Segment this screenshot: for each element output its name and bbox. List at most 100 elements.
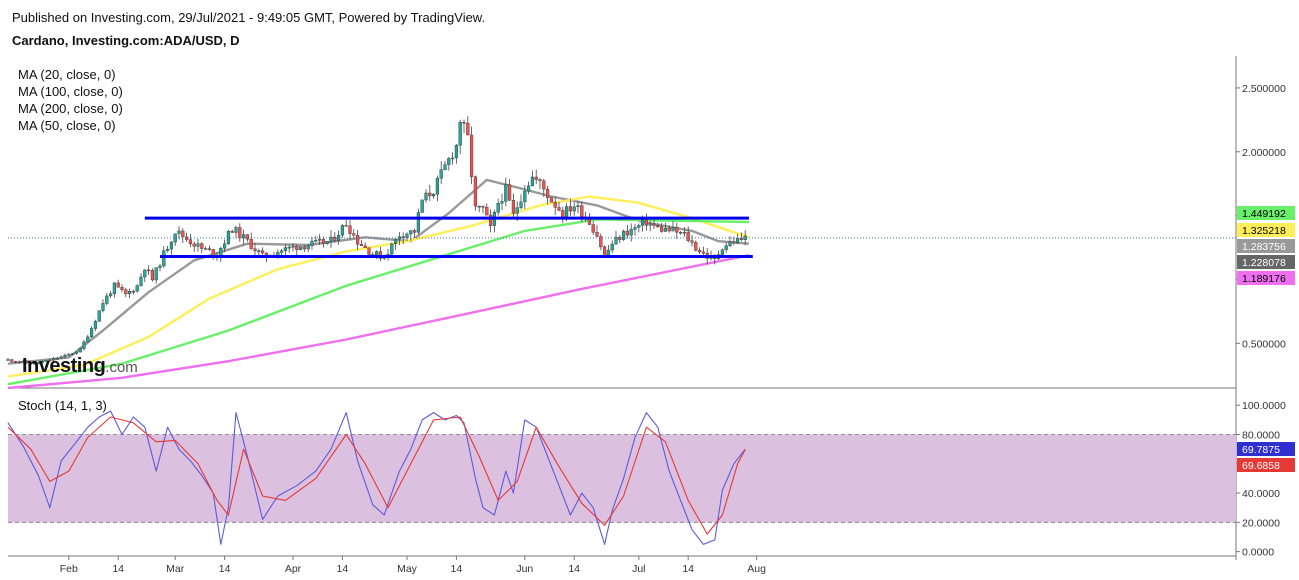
candle (21, 360, 25, 363)
ma-legend-item[interactable]: MA (200, close, 0) (18, 101, 123, 116)
candle (682, 231, 686, 234)
price-value-label-bg (1237, 271, 1295, 285)
price-value-label-bg (1237, 239, 1295, 253)
candle (162, 250, 166, 267)
candle (200, 243, 204, 249)
price-value-label: 1.228078 (1242, 257, 1286, 269)
candle (451, 157, 455, 160)
candle (257, 250, 261, 252)
candle (238, 227, 242, 239)
candle (420, 199, 424, 213)
candle (230, 230, 234, 233)
price-value-label: 1.449192 (1242, 208, 1286, 220)
stoch-value-label: 69.7875 (1242, 444, 1280, 456)
price-tick-label: 0.500000 (1242, 338, 1286, 350)
candle (603, 246, 607, 256)
candle (401, 236, 405, 238)
candle (329, 236, 333, 242)
candle (553, 201, 557, 208)
candle (728, 241, 732, 246)
candle (663, 227, 667, 232)
time-tick-label: Jul (632, 563, 645, 575)
candle (321, 239, 325, 244)
candle (306, 245, 310, 250)
published-note: Published on Investing.com, 29/Jul/2021 … (12, 10, 486, 25)
candle (485, 207, 489, 216)
time-tick-label: 14 (451, 563, 463, 575)
candle (226, 230, 230, 245)
symbol-title: Cardano, Investing.com:ADA/USD, D (12, 33, 240, 48)
candle (192, 243, 196, 247)
candle (542, 180, 546, 190)
candle (527, 185, 531, 192)
candle (241, 234, 246, 239)
stoch-tick-label: 0.0000 (1242, 547, 1274, 559)
stoch-tick-label: 20.0000 (1242, 517, 1280, 529)
candle (280, 250, 284, 253)
candle (595, 232, 599, 237)
candle (325, 241, 329, 244)
ma-legend-item[interactable]: MA (100, close, 0) (18, 84, 123, 99)
ma-legend-item[interactable]: MA (20, close, 0) (18, 67, 116, 82)
time-tick-label: Apr (285, 563, 302, 575)
candle (36, 362, 40, 365)
candle (302, 246, 306, 250)
candle (124, 289, 128, 295)
time-tick-label: 14 (219, 563, 231, 575)
candle (44, 359, 48, 362)
candle (409, 230, 413, 235)
candle (454, 145, 458, 159)
candle (291, 246, 295, 248)
stoch-legend[interactable]: Stoch (14, 1, 3) (18, 398, 107, 413)
candle (207, 248, 211, 250)
time-tick-label: 14 (568, 563, 580, 575)
candle (154, 267, 158, 281)
price-tick-label: 2.500000 (1242, 83, 1286, 95)
candle (572, 206, 576, 212)
candle (629, 229, 633, 236)
candle (165, 248, 170, 251)
candle (606, 249, 610, 256)
stoch-tick-label: 80.0000 (1242, 430, 1280, 442)
candle (739, 237, 743, 240)
time-tick-label: 14 (337, 563, 349, 575)
candle (314, 239, 318, 242)
stoch-value-label-bg (1237, 442, 1295, 456)
candle (565, 206, 569, 218)
time-tick-label: May (397, 563, 418, 575)
ma-legend-item[interactable]: MA (50, close, 0) (18, 118, 116, 133)
candle (690, 240, 694, 243)
candle (295, 246, 299, 250)
candle (508, 184, 512, 201)
candle (17, 361, 21, 363)
candle (394, 238, 398, 245)
stoch-tick-label: 100.0000 (1242, 400, 1286, 412)
candle (447, 158, 451, 165)
candle (477, 205, 481, 208)
candle (652, 223, 656, 226)
time-tick-label: Feb (60, 563, 78, 575)
candle (97, 310, 101, 322)
candle (648, 223, 652, 226)
candle (86, 336, 90, 343)
candle (344, 225, 348, 227)
candle (177, 230, 181, 235)
candle (698, 250, 702, 253)
candle (33, 362, 37, 365)
candle (523, 190, 527, 203)
time-tick-label: Jun (516, 563, 533, 575)
candle (363, 245, 367, 248)
candle (101, 303, 105, 311)
candle (52, 358, 56, 361)
price-value-label-bg (1237, 223, 1295, 237)
candle (622, 230, 626, 240)
candle (55, 358, 59, 360)
candle (348, 225, 352, 234)
candle (89, 328, 94, 338)
candle (530, 176, 534, 187)
candle (378, 251, 382, 259)
candle (352, 233, 356, 236)
candle (108, 293, 113, 297)
candle (470, 134, 474, 177)
candle (675, 227, 679, 233)
